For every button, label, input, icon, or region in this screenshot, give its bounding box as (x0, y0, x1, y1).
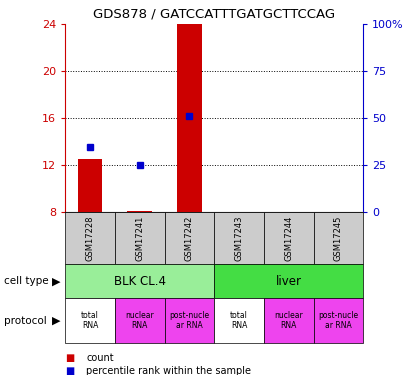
Text: GSM17241: GSM17241 (135, 215, 144, 261)
Bar (214, 298, 264, 343)
Text: percentile rank within the sample: percentile rank within the sample (86, 366, 251, 375)
Bar (314, 298, 363, 343)
Bar (214, 212, 264, 264)
Bar (314, 212, 363, 264)
Text: total
RNA: total RNA (230, 311, 248, 330)
Text: GSM17228: GSM17228 (85, 215, 94, 261)
Text: GSM17243: GSM17243 (234, 215, 244, 261)
Bar (65, 264, 214, 298)
Title: GDS878 / GATCCATTTGATGCTTCCAG: GDS878 / GATCCATTTGATGCTTCCAG (93, 8, 335, 20)
Text: post-nucle
ar RNA: post-nucle ar RNA (318, 311, 359, 330)
Bar (165, 212, 214, 264)
Text: total
RNA: total RNA (81, 311, 99, 330)
Bar (214, 264, 363, 298)
Bar (65, 212, 115, 264)
Text: protocol: protocol (4, 316, 47, 326)
Text: nuclear
RNA: nuclear RNA (274, 311, 303, 330)
Bar (115, 298, 165, 343)
Text: count: count (86, 353, 114, 363)
Bar (264, 212, 314, 264)
Text: nuclear
RNA: nuclear RNA (125, 311, 154, 330)
Bar (115, 212, 165, 264)
Bar (264, 298, 314, 343)
Text: ▶: ▶ (52, 316, 61, 326)
Text: ■: ■ (65, 353, 74, 363)
Text: BLK CL.4: BLK CL.4 (114, 275, 165, 288)
Text: GSM17244: GSM17244 (284, 215, 293, 261)
Bar (165, 298, 214, 343)
Bar (78, 159, 102, 212)
Bar (177, 24, 202, 212)
Bar (127, 211, 152, 212)
Text: post-nucle
ar RNA: post-nucle ar RNA (169, 311, 210, 330)
Text: GSM17242: GSM17242 (185, 215, 194, 261)
Text: GSM17245: GSM17245 (334, 215, 343, 261)
Text: ▶: ▶ (52, 276, 61, 286)
Text: cell type: cell type (4, 276, 49, 286)
Bar (65, 298, 115, 343)
Text: ■: ■ (65, 366, 74, 375)
Text: liver: liver (276, 275, 302, 288)
